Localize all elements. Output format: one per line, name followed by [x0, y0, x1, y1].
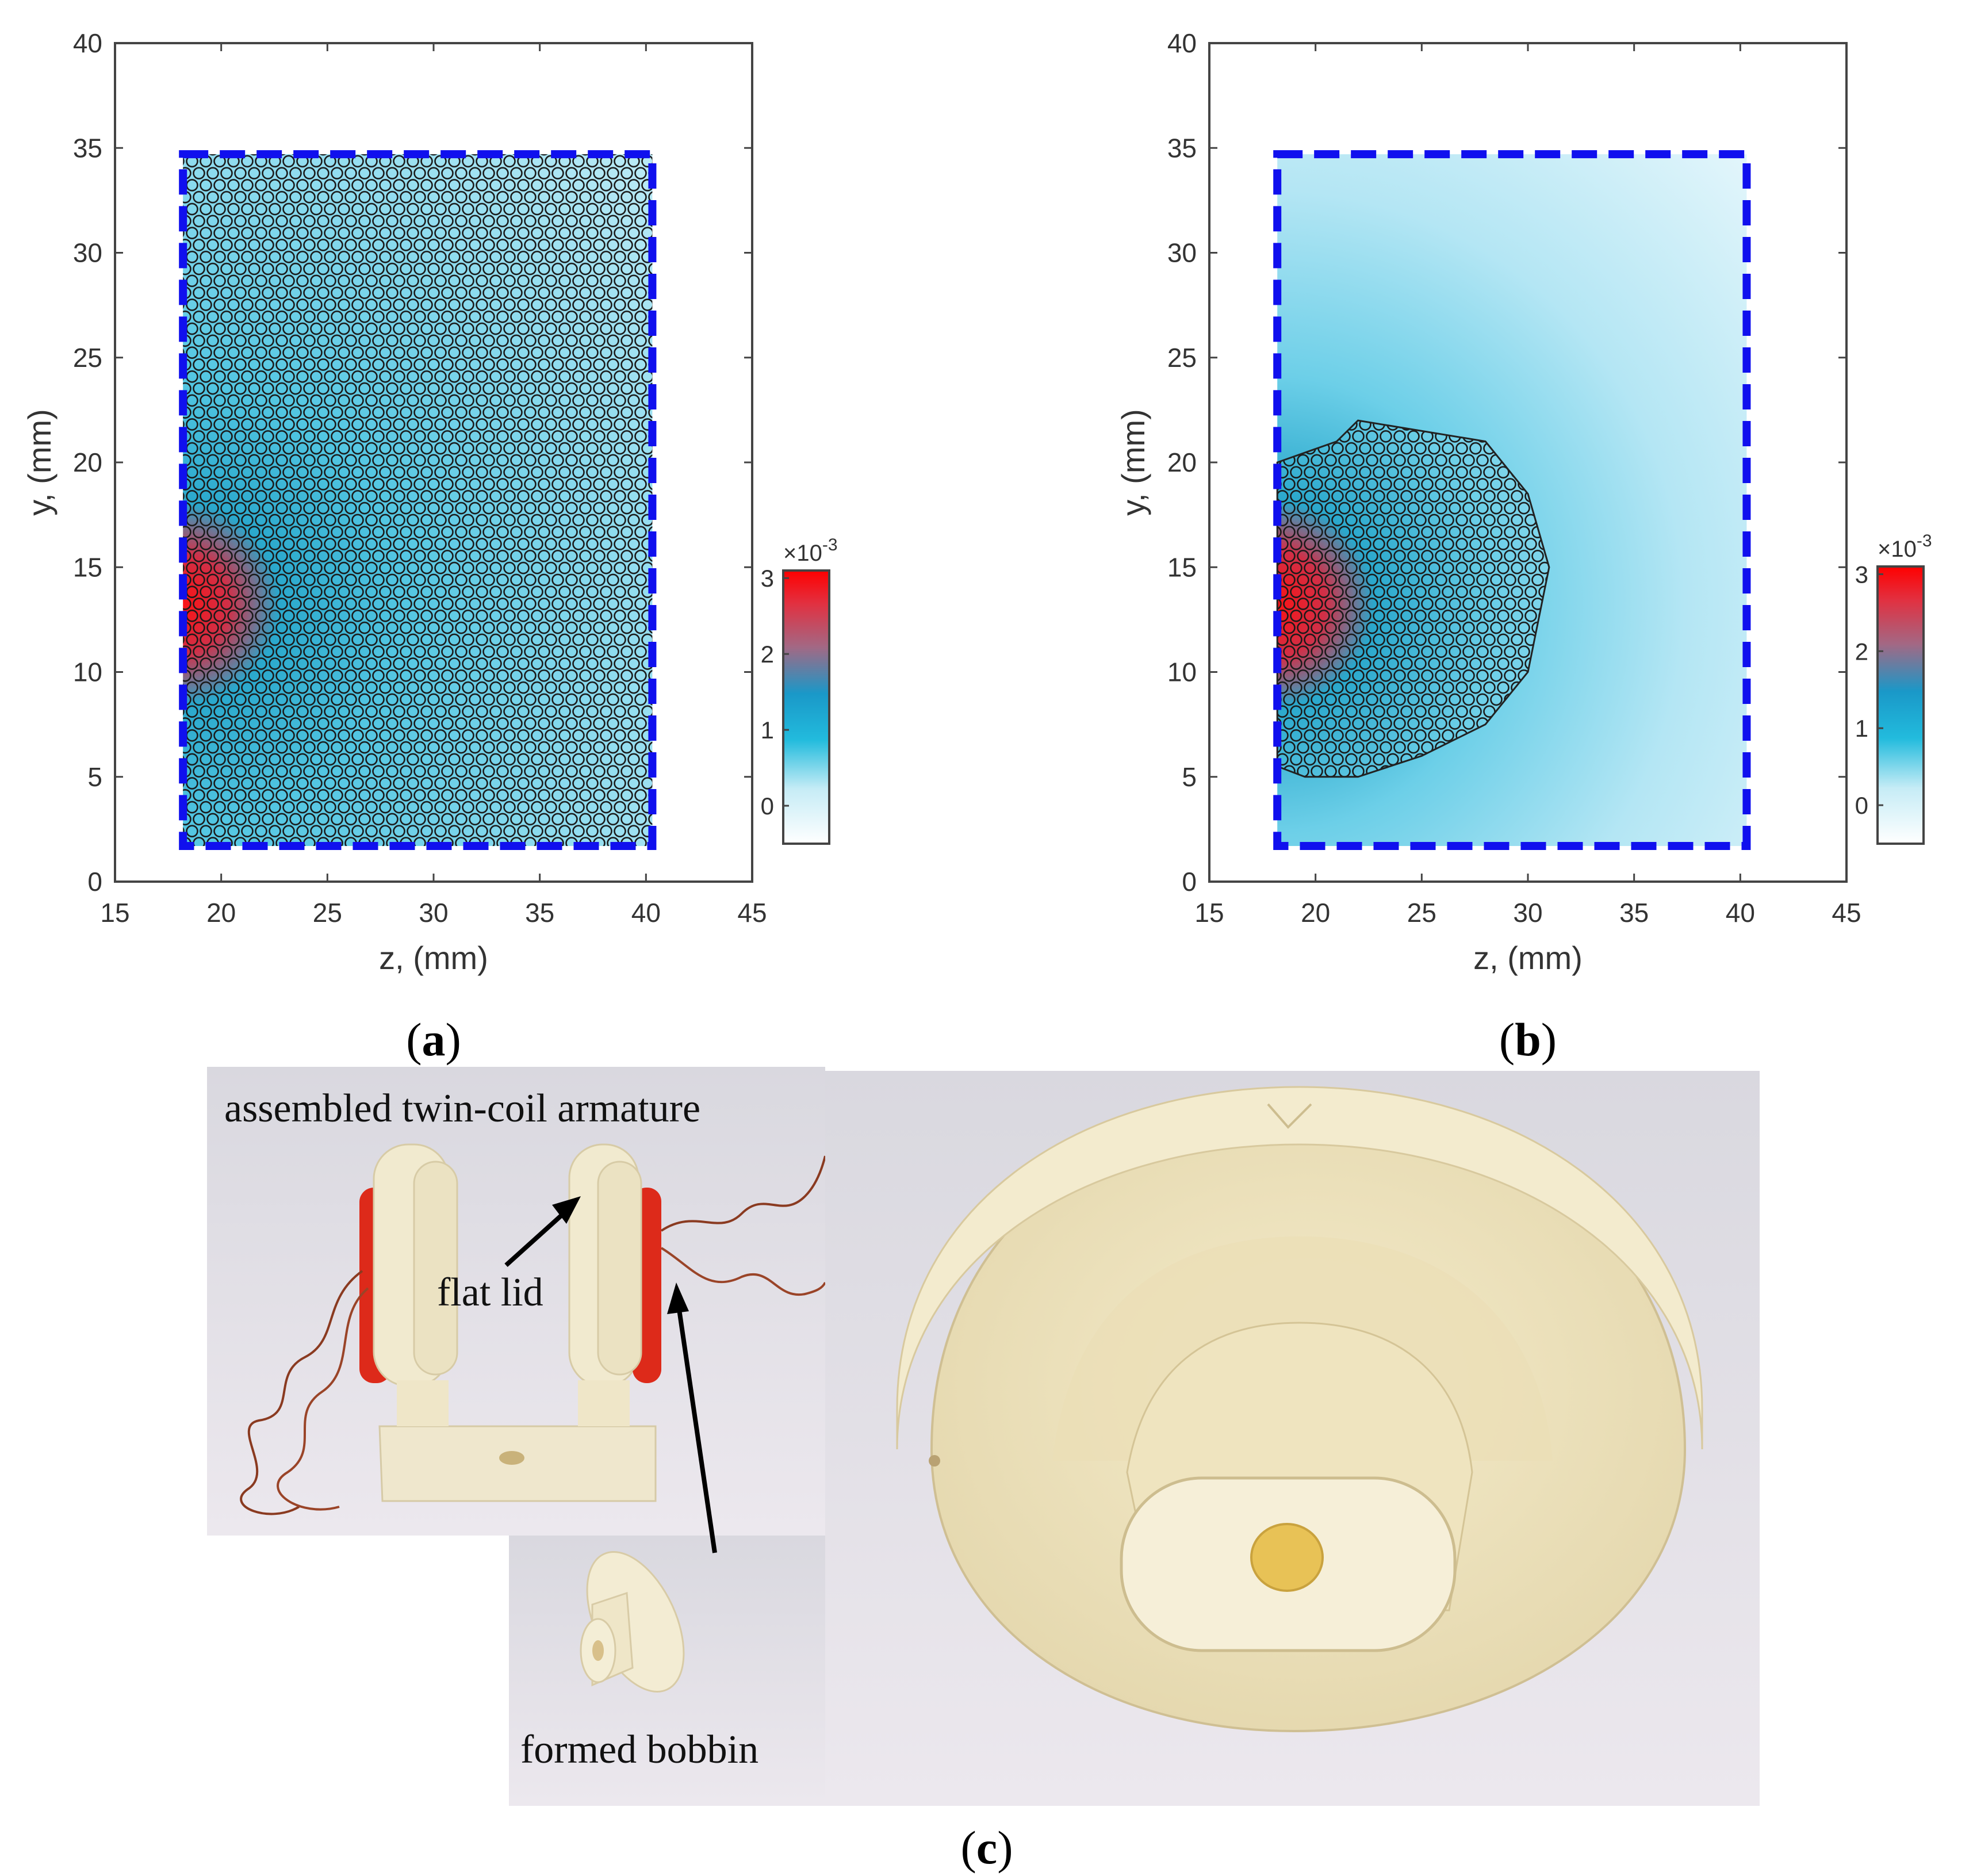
caption-b: (b)	[1499, 1013, 1557, 1066]
x-tick-label: 30	[1513, 898, 1542, 928]
x-tick-label: 45	[737, 898, 767, 928]
x-axis-label-b: z, (mm)	[1473, 940, 1583, 976]
colorbar-tick-label: 3	[761, 565, 774, 592]
dashed-region-a	[179, 150, 657, 851]
y-tick-label: 0	[87, 867, 102, 897]
colorbar-a-bar	[782, 569, 830, 845]
y-tick-label: 20	[73, 447, 102, 477]
caption-c: (c)	[960, 1821, 1013, 1874]
x-tick-label: 30	[419, 898, 448, 928]
colorbar-a-multiplier: ×10-3	[783, 535, 838, 566]
y-axis-label-b: y, (mm)	[1115, 409, 1151, 516]
y-tick-label: 10	[1167, 657, 1197, 687]
y-tick-label: 30	[1167, 238, 1197, 268]
y-tick-label: 30	[73, 238, 102, 268]
colorbar-tick-label: 1	[1855, 715, 1868, 742]
y-tick-label: 15	[73, 552, 102, 582]
y-tick-label: 35	[1167, 133, 1197, 163]
x-axis-label-a: z, (mm)	[379, 940, 488, 976]
x-tick-label: 25	[313, 898, 342, 928]
y-tick-label: 25	[1167, 343, 1197, 373]
x-tick-label: 40	[631, 898, 661, 928]
y-tick-label: 40	[1167, 28, 1197, 58]
y-tick-label: 0	[1182, 867, 1197, 897]
flat-lid-label: flat lid	[437, 1270, 543, 1315]
y-tick-label: 25	[73, 343, 102, 373]
panel-c-photos: assembled twin-coil armature flat lid fo…	[207, 1067, 1760, 1806]
y-tick-label: 10	[73, 657, 102, 687]
colorbar-tick-label: 0	[761, 792, 774, 820]
colorbar-b-bar	[1876, 565, 1925, 845]
colorbar-tick-label: 0	[1855, 792, 1868, 819]
x-ticks-b: 15 20 25 30 35 40 45	[1194, 43, 1861, 928]
colorbar-a-ticks: 0 1 2 3	[761, 565, 789, 820]
colorbar-tick-label: 3	[1855, 561, 1868, 588]
x-tick-label: 25	[1407, 898, 1436, 928]
x-tick-label: 45	[1832, 898, 1861, 928]
y-tick-label: 5	[1182, 762, 1197, 792]
armature-label: assembled twin-coil armature	[224, 1086, 700, 1131]
y-tick-label: 35	[73, 133, 102, 163]
x-ticks-a: 15 20 25 30 35 40 45	[100, 43, 767, 928]
formed-bobbin-label: formed bobbin	[520, 1728, 758, 1772]
photo-armature: assembled twin-coil armature flat lid	[207, 1067, 826, 1536]
x-tick-label: 35	[525, 898, 554, 928]
photo-bobbin-closeup	[825, 1071, 1760, 1806]
y-ticks-a: 0 5 10 15 20 25 30 35 40	[73, 28, 752, 897]
colorbar-tick-label: 1	[761, 717, 774, 744]
colorbar-tick-label: 2	[761, 641, 774, 668]
x-tick-label: 20	[1301, 898, 1330, 928]
y-axis-label-a: y, (mm)	[21, 409, 58, 516]
colorbar-b: ×10-3 0 1 2 3	[1855, 531, 1932, 845]
colorbar-b-ticks: 0 1 2 3	[1855, 561, 1883, 819]
caption-a: (a)	[406, 1013, 461, 1066]
x-tick-label: 35	[1619, 898, 1649, 928]
y-tick-label: 40	[73, 28, 102, 58]
marker-boundary-b	[1276, 419, 1550, 778]
colorbar-b-multiplier: ×10-3	[1878, 531, 1932, 562]
colorbar-a: ×10-3 0 1 2 3	[761, 535, 838, 845]
y-tick-label: 15	[1167, 552, 1197, 582]
marker-lattice-a	[183, 154, 653, 847]
x-tick-label: 15	[100, 898, 129, 928]
x-tick-label: 40	[1726, 898, 1755, 928]
colorbar-tick-label: 2	[1855, 638, 1868, 665]
photo-bobbin: formed bobbin	[509, 1282, 825, 1806]
y-tick-label: 20	[1167, 447, 1197, 477]
x-tick-label: 15	[1194, 898, 1224, 928]
y-tick-label: 5	[87, 762, 102, 792]
dashed-region-b	[1273, 150, 1751, 851]
y-ticks-b: 0 5 10 15 20 25 30 35 40	[1167, 28, 1846, 897]
x-tick-label: 20	[206, 898, 236, 928]
